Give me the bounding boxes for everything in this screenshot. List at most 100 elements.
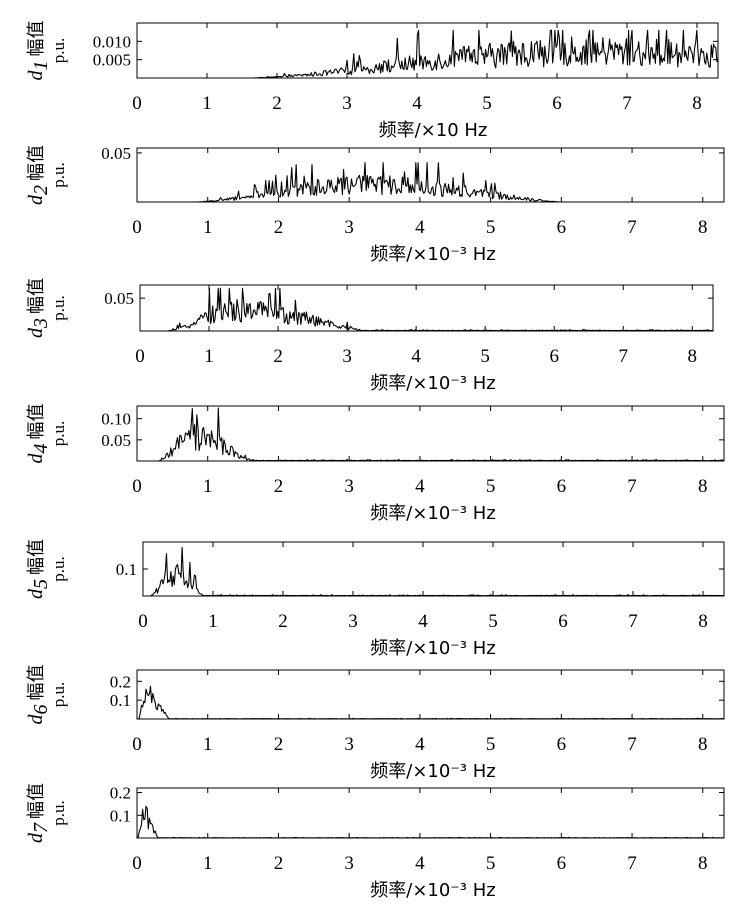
x-axis-label: 频率/×10⁻³ Hz — [370, 638, 495, 659]
x-tick-label: 1 — [203, 217, 213, 238]
y-axis-label: d5 幅值 p.u. — [25, 539, 68, 599]
y-tick-label: 0.1 — [110, 691, 131, 710]
axes-frame — [136, 22, 719, 79]
x-tick-label: 5 — [488, 611, 498, 632]
x-tick-label: 1 — [204, 346, 214, 367]
x-tick-label: 1 — [203, 476, 213, 497]
x-tick-label: 1 — [208, 611, 218, 632]
y-label-cn: 幅值 — [26, 783, 47, 819]
x-tick-label: 0 — [132, 476, 142, 497]
y-label-var: d — [25, 832, 47, 843]
svg-text:d1幅值: d1 幅值 — [25, 21, 52, 81]
x-tick-label: 8 — [698, 853, 708, 874]
x-tick-label: 4 — [411, 346, 421, 367]
x-tick-label: 3 — [342, 346, 352, 367]
x-tick-label: 6 — [558, 611, 568, 632]
y-label-cn: 幅值 — [26, 21, 47, 57]
y-tick-label: 0.2 — [110, 672, 131, 691]
x-tick-label: 4 — [418, 611, 428, 632]
y-label-var: d — [25, 327, 47, 338]
y-label-sub: 1 — [30, 61, 52, 71]
y-label-unit: p.u. — [49, 295, 68, 321]
x-tick-label: 5 — [486, 217, 496, 238]
y-label-sub: 6 — [30, 705, 52, 715]
x-tick-label: 4 — [412, 93, 422, 114]
x-tick-label: 8 — [692, 93, 702, 114]
spectrum-series — [137, 685, 725, 720]
x-tick-label: 3 — [344, 734, 354, 755]
x-tick-label: 3 — [344, 476, 354, 497]
x-tick-label: 1 — [203, 734, 213, 755]
y-tick-label: 0.1 — [116, 560, 137, 579]
spectrum-series — [140, 287, 714, 332]
x-tick-label: 3 — [342, 93, 352, 114]
x-tick-label: 4 — [415, 217, 425, 238]
y-label-var: d — [25, 194, 47, 205]
y-label-unit: p.u. — [49, 556, 68, 582]
x-tick-label: 0 — [138, 611, 148, 632]
x-tick-label: 6 — [557, 217, 567, 238]
x-tick-label: 5 — [486, 853, 496, 874]
x-tick-label: 7 — [627, 734, 637, 755]
x-tick-label: 0 — [132, 217, 142, 238]
y-tick-label: 0.1 — [110, 806, 131, 825]
x-tick-label: 5 — [480, 346, 490, 367]
axes-frame — [136, 669, 725, 720]
svg-text:d7幅值: d7 幅值 — [25, 783, 52, 843]
spectrum-series — [137, 407, 725, 462]
x-tick-label: 3 — [344, 853, 354, 874]
x-tick-label: 6 — [557, 853, 567, 874]
x-tick-label: 5 — [486, 734, 496, 755]
x-tick-label: 0 — [132, 734, 142, 755]
y-axis-label: d2 幅值 p.u. — [25, 145, 68, 205]
y-axis-label: d6 幅值 p.u. — [25, 665, 68, 725]
x-tick-label: 3 — [348, 611, 358, 632]
x-tick-label: 7 — [627, 217, 637, 238]
x-tick-label: 1 — [203, 853, 213, 874]
spectrum-series — [137, 162, 724, 203]
x-axis-label: 频率/×10⁻³ Hz — [370, 503, 495, 524]
x-tick-label: 7 — [622, 93, 632, 114]
spectrum-series — [137, 29, 719, 79]
y-label-unit: p.u. — [49, 682, 68, 708]
spectrum-series — [136, 805, 724, 839]
x-tick-label: 8 — [688, 346, 698, 367]
x-tick-label: 2 — [274, 217, 284, 238]
x-tick-label: 7 — [627, 476, 637, 497]
y-tick-label: 0.005 — [93, 51, 131, 70]
x-tick-label: 0 — [135, 346, 145, 367]
x-axis-label: 频率/×10⁻³ Hz — [370, 244, 495, 265]
x-axis-label: 频率/×10⁻³ Hz — [370, 880, 495, 901]
x-tick-label: 4 — [415, 476, 425, 497]
y-label-unit: p.u. — [49, 162, 68, 188]
svg-text:d6幅值: d6 幅值 — [25, 665, 52, 725]
x-tick-label: 8 — [698, 476, 708, 497]
axes-frame — [136, 405, 725, 462]
x-tick-label: 2 — [274, 476, 284, 497]
x-tick-label: 6 — [557, 734, 567, 755]
x-axis-label: 频率/×10 Hz — [379, 120, 488, 141]
svg-text:d4幅值: d4 幅值 — [25, 404, 52, 464]
x-tick-label: 7 — [627, 853, 637, 874]
y-label-sub: 3 — [30, 318, 52, 329]
x-axis-label: 频率/×10⁻³ Hz — [370, 761, 495, 782]
y-tick-label: 0.05 — [101, 431, 131, 450]
x-tick-label: 4 — [415, 734, 425, 755]
x-tick-label: 8 — [698, 217, 708, 238]
y-label-var: d — [25, 714, 47, 725]
x-tick-label: 8 — [698, 611, 708, 632]
svg-text:d2幅值: d2 幅值 — [25, 145, 52, 205]
svg-text:d5幅值: d5 幅值 — [25, 539, 52, 599]
y-axis-label: d4 幅值 p.u. — [25, 404, 68, 464]
y-label-sub: 4 — [30, 444, 52, 454]
y-label-var: d — [25, 588, 47, 599]
x-tick-label: 5 — [486, 476, 496, 497]
y-label-cn: 幅值 — [26, 665, 47, 701]
